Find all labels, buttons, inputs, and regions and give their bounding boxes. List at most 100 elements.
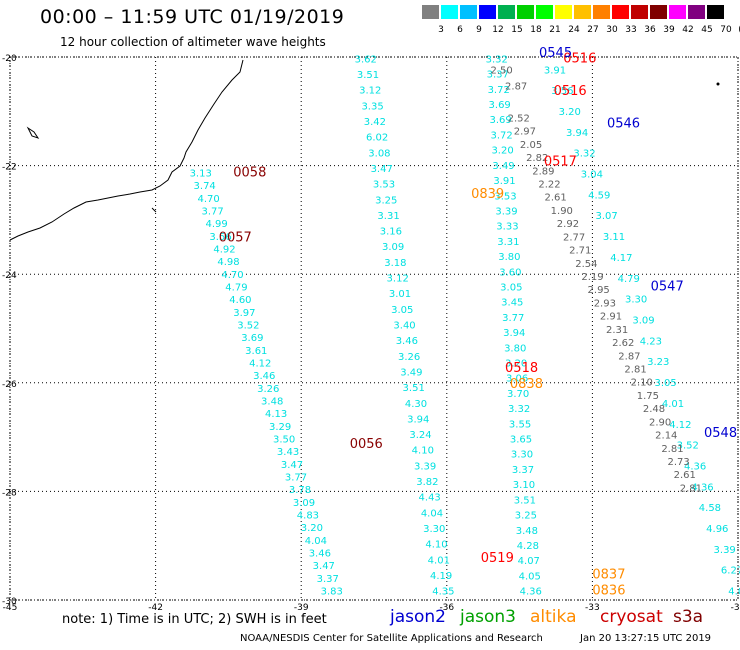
page-subtitle: 12 hour collection of altimeter wave hei… xyxy=(60,35,326,49)
swh-value: 4.36 xyxy=(520,587,542,598)
pass-label: 0548 xyxy=(704,426,737,441)
swh-value: 3.33 xyxy=(496,222,518,233)
swh-value: 3.47 xyxy=(371,164,393,175)
swh-value: 3.23 xyxy=(647,357,669,368)
swh-value: 4.17 xyxy=(610,253,632,264)
pass-label: 0058 xyxy=(233,165,266,180)
swh-value: 3.83 xyxy=(321,587,343,598)
coastline-path xyxy=(9,59,244,241)
swh-value: 3.05 xyxy=(655,378,677,389)
swh-value: 3.31 xyxy=(497,237,519,248)
lon-tick-label: -30 xyxy=(731,603,740,613)
swh-value: 3.53 xyxy=(494,191,516,202)
swh-value: 3.56 xyxy=(551,86,573,97)
swh-value: 3.94 xyxy=(566,128,588,139)
swh-value: 3.69 xyxy=(490,115,512,126)
swh-value: 2.19 xyxy=(581,272,603,283)
swh-value: 4.04 xyxy=(305,536,327,547)
swh-value: 3.30 xyxy=(511,450,533,461)
pass-label: 0546 xyxy=(607,117,640,132)
swh-value: 3.20 xyxy=(491,146,513,157)
swh-value: 3.35 xyxy=(361,101,383,112)
lon-tick-label: -39 xyxy=(294,603,309,613)
swh-value: 3.05 xyxy=(391,305,413,316)
island-dot xyxy=(716,82,720,86)
swh-value: 3.77 xyxy=(201,206,223,217)
swh-value: 3.04 xyxy=(581,170,603,181)
swh-value: 2.90 xyxy=(649,417,671,428)
swh-value: 6.27 xyxy=(721,566,740,577)
legend-label: 39 xyxy=(663,25,675,35)
pass-label: 0545 xyxy=(539,46,572,61)
swh-value: 2.87 xyxy=(505,82,527,93)
swh-value: 2.71 xyxy=(569,246,591,257)
swh-value: 3.45 xyxy=(501,298,523,309)
swh-value: 4.23 xyxy=(640,336,662,347)
swh-value: 4.92 xyxy=(213,244,235,255)
swh-value: 2.77 xyxy=(563,232,585,243)
legend-label: 36 xyxy=(644,25,656,35)
swh-value: 3.60 xyxy=(499,267,521,278)
legend-label: 21 xyxy=(549,25,561,35)
map-grid xyxy=(9,56,739,601)
swh-value: 4.00 xyxy=(728,587,740,598)
legend-swatch xyxy=(669,5,686,19)
credit-line: NOAA/NESDIS Center for Satellite Applica… xyxy=(240,633,543,644)
swh-value: 6.02 xyxy=(366,133,388,144)
swh-value: 3.46 xyxy=(253,371,275,382)
swh-value: 3.37 xyxy=(317,574,339,585)
swh-value: 3.09 xyxy=(632,316,654,327)
pass-label: 0518 xyxy=(505,361,538,376)
mission-s3a: s3a xyxy=(673,607,704,627)
legend-swatch xyxy=(479,5,496,19)
swh-value: 4.79 xyxy=(618,274,640,285)
swh-value: 3.50 xyxy=(273,435,295,446)
swh-value: 3.32 xyxy=(486,54,508,65)
legend-swatch xyxy=(422,5,439,19)
swh-value: 3.52 xyxy=(237,321,259,332)
swh-value: 2.81 xyxy=(661,444,683,455)
swh-value: 3.47 xyxy=(281,460,303,471)
swh-value: 3.40 xyxy=(393,321,415,332)
legend-label: 12 xyxy=(492,25,504,35)
swh-value: 4.01 xyxy=(662,399,684,410)
swh-value: 3.09 xyxy=(382,242,404,253)
swh-value: 3.49 xyxy=(492,161,514,172)
swh-value: 2.93 xyxy=(594,298,616,309)
swh-value: 1.75 xyxy=(637,391,659,402)
swh-value: 4.43 xyxy=(419,493,441,504)
swh-value: 3.39 xyxy=(495,206,517,217)
swh-value: 3.91 xyxy=(544,65,566,76)
swh-value: 3.05 xyxy=(500,282,522,293)
lat-tick-label: -26 xyxy=(2,380,17,390)
swh-value: 3.37 xyxy=(487,70,509,81)
swh-value: 3.20 xyxy=(559,107,581,118)
swh-value: 4.13 xyxy=(265,409,287,420)
swh-value: 3.62 xyxy=(355,54,377,65)
swh-value: 4.59 xyxy=(588,190,610,201)
swh-value: 4.19 xyxy=(430,571,452,582)
swh-value: 3.16 xyxy=(380,227,402,238)
swh-value: 4.79 xyxy=(225,282,247,293)
mission-altika: altika xyxy=(530,607,577,627)
swh-value: 2.87 xyxy=(618,351,640,362)
island-path xyxy=(26,126,40,139)
swh-value: 3.25 xyxy=(375,195,397,206)
swh-value: 3.20 xyxy=(505,359,527,370)
swh-value: 3.30 xyxy=(625,295,647,306)
swh-value: 3.32 xyxy=(573,149,595,160)
swh-value: 4.01 xyxy=(428,555,450,566)
swh-value: 3.18 xyxy=(384,258,406,269)
swh-value: 3.69 xyxy=(489,100,511,111)
lat-tick-label: -22 xyxy=(2,163,17,173)
swh-value: 3.72 xyxy=(488,85,510,96)
swh-value: 4.96 xyxy=(706,524,728,535)
swh-value: 4.36 xyxy=(684,461,706,472)
legend-label: 24 xyxy=(568,25,580,35)
swh-value: 3.08 xyxy=(368,148,390,159)
swh-value: 3.10 xyxy=(513,480,535,491)
swh-value: 3.51 xyxy=(357,70,379,81)
swh-value: 2.48 xyxy=(643,404,665,415)
swh-value: 4.83 xyxy=(297,511,319,522)
